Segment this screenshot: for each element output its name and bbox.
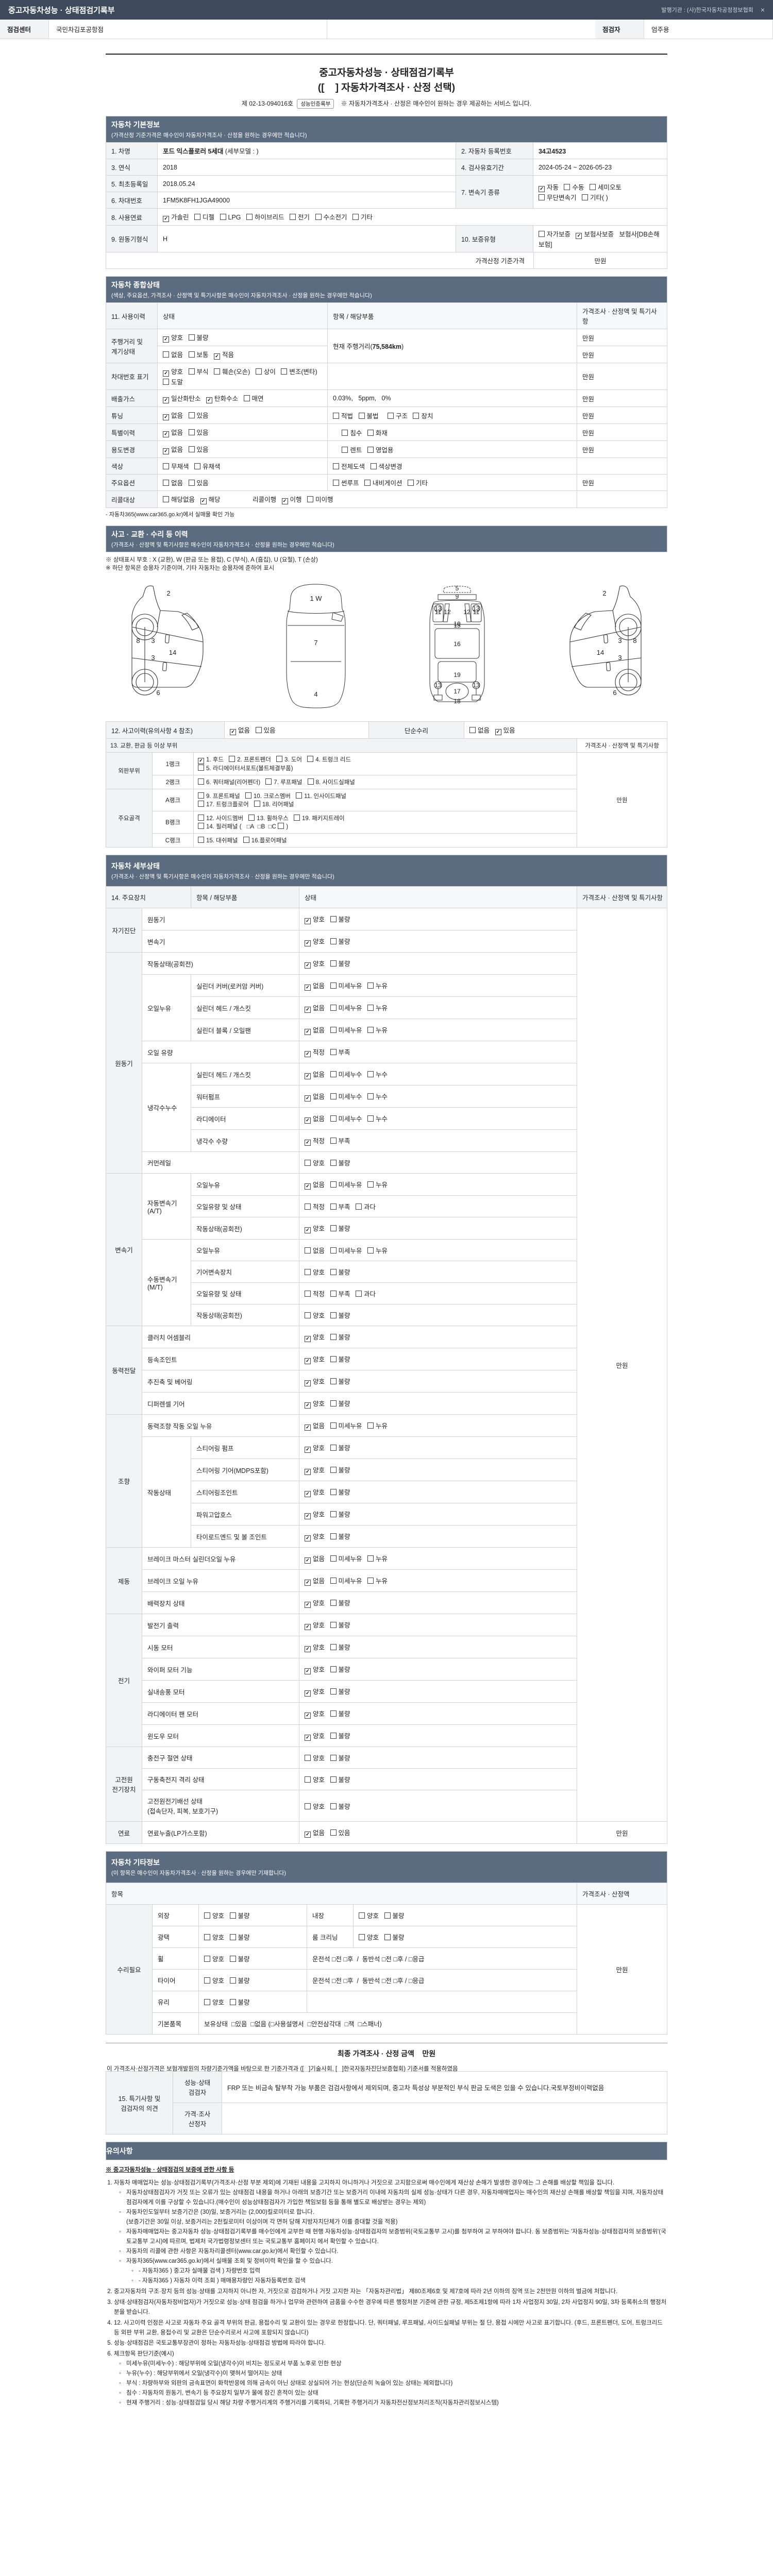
svg-text:8: 8 (136, 637, 140, 645)
svg-text:4: 4 (314, 690, 318, 698)
svg-text:3: 3 (151, 654, 155, 662)
svg-text:8: 8 (633, 637, 636, 645)
svg-text:16: 16 (453, 640, 461, 648)
svg-text:7: 7 (314, 639, 318, 647)
svg-text:19: 19 (453, 671, 461, 679)
svg-text:5: 5 (455, 585, 459, 592)
svg-text:13: 13 (434, 682, 442, 689)
svg-text:12: 12 (463, 608, 470, 616)
svg-text:13: 13 (473, 605, 480, 612)
svg-text:3: 3 (151, 637, 155, 645)
svg-text:13: 13 (473, 682, 480, 689)
svg-text:14: 14 (597, 649, 604, 656)
svg-text:3: 3 (618, 637, 621, 645)
svg-text:6: 6 (156, 689, 160, 697)
svg-text:13: 13 (434, 605, 442, 612)
svg-text:17: 17 (453, 688, 461, 695)
svg-text:3: 3 (618, 654, 621, 662)
svg-text:15: 15 (453, 622, 461, 629)
svg-text:1 W: 1 W (310, 595, 323, 602)
svg-text:2: 2 (602, 589, 606, 597)
svg-text:18: 18 (453, 698, 461, 705)
svg-text:14: 14 (169, 649, 176, 656)
svg-text:9: 9 (455, 593, 459, 600)
svg-text:6: 6 (613, 689, 616, 697)
svg-text:12: 12 (444, 608, 451, 616)
svg-text:2: 2 (166, 589, 170, 597)
